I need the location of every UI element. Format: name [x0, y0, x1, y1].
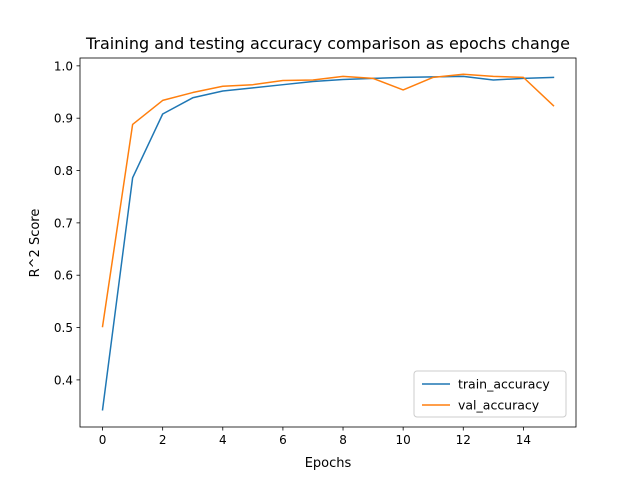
y-tick-label: 0.4	[54, 373, 73, 387]
legend-box	[413, 370, 567, 418]
legend-label-train_accuracy: train_accuracy	[458, 377, 550, 392]
x-tick-label: 10	[396, 433, 411, 447]
y-tick-label: 0.9	[54, 112, 73, 126]
x-axis-label: Epochs	[305, 456, 352, 471]
x-tick-label: 2	[159, 433, 167, 447]
y-axis-label: R^2 Score	[28, 209, 43, 278]
y-tick-label: 0.5	[54, 321, 73, 335]
x-tick-label: 0	[99, 433, 107, 447]
plot-area: 0 2 4 6 8 10 12 14 0.4 0.5 0.6 0.7 0.8 0.9 1.0	[54, 57, 577, 447]
x-tick-label: 4	[219, 433, 227, 447]
y-tick-label: 1.0	[54, 59, 73, 73]
x-tick-label: 12	[456, 433, 471, 447]
y-tick-label: 0.6	[54, 269, 73, 283]
x-tick-label: 14	[516, 433, 531, 447]
legend: train_accuracy val_accuracy	[413, 370, 567, 418]
axes-frame	[79, 57, 577, 428]
x-tick-label: 8	[339, 433, 347, 447]
series-line-train_accuracy	[101, 75, 555, 411]
y-tick-label: 0.7	[54, 216, 73, 230]
x-tick-label: 6	[279, 433, 287, 447]
chart-title: Training and testing accuracy comparison…	[85, 34, 570, 53]
legend-label-val_accuracy: val_accuracy	[458, 398, 540, 413]
y-tick-label: 0.8	[54, 164, 73, 178]
series-line-val_accuracy	[101, 73, 555, 328]
